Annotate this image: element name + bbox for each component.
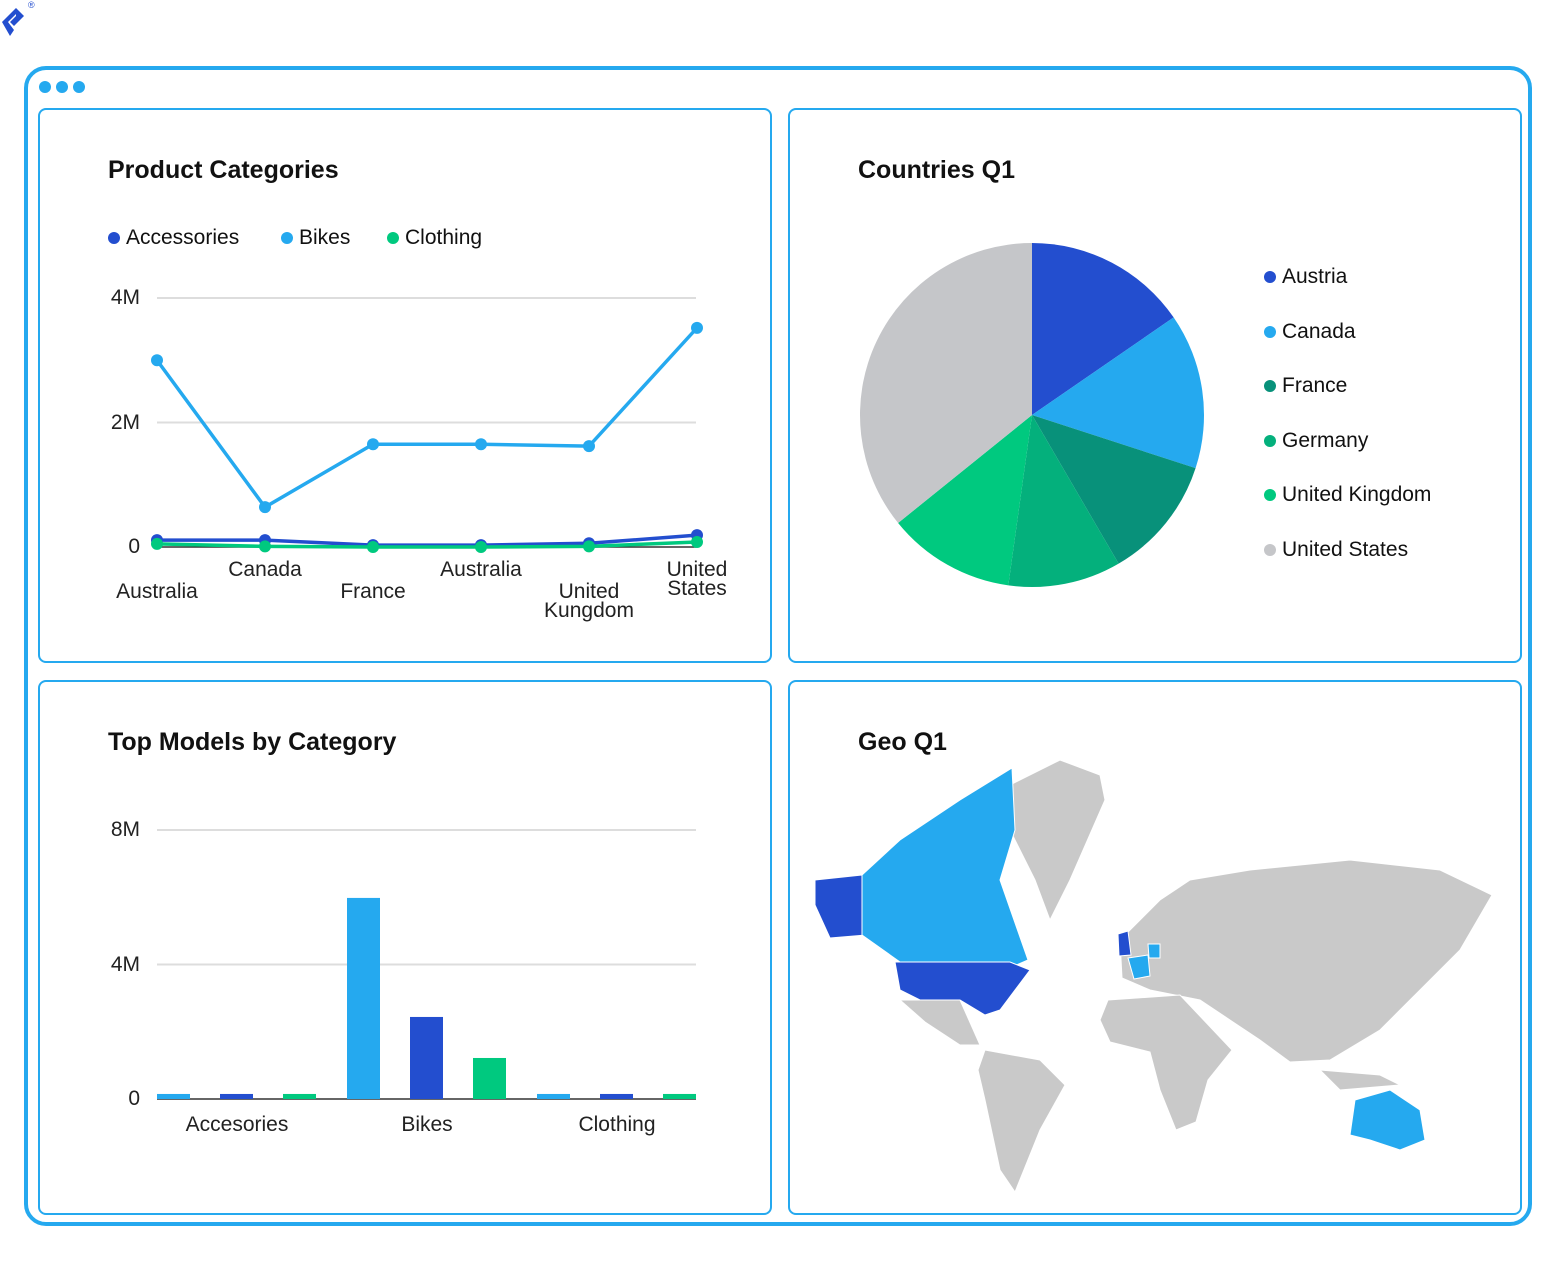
map-australia [1349, 1089, 1426, 1151]
y-tick-label: 8M [110, 818, 140, 841]
map-united-states [894, 961, 1031, 1016]
map-france [1127, 954, 1151, 980]
y-tick-label: 0 [128, 535, 140, 558]
data-point [691, 536, 703, 549]
legend-dot [1264, 544, 1276, 556]
data-point [151, 537, 163, 550]
pie-slice [1032, 415, 1196, 564]
y-tick-label: 2M [110, 410, 140, 434]
line-chart-title: Product Categories [108, 156, 339, 184]
pie-chart-title: Countries Q1 [858, 156, 1015, 184]
data-point [475, 541, 487, 553]
x-tick-label: United Kungdom [544, 580, 634, 622]
legend-item: Accessories [108, 226, 239, 250]
geo-title: Geo Q1 [858, 728, 947, 756]
x-tick-label: Australia [116, 580, 198, 603]
map-eurasia [1119, 859, 1493, 1063]
legend-dot [1264, 380, 1276, 393]
legend-item: Austria [1264, 265, 1347, 289]
data-point [367, 438, 379, 451]
data-point [151, 354, 163, 367]
map-africa [1099, 994, 1233, 1131]
bar [283, 1093, 316, 1099]
legend-item: Clothing [387, 226, 482, 250]
legend-item: United States [1264, 538, 1408, 562]
legend-dot [281, 232, 293, 244]
x-tick-label: Accesories [185, 1113, 289, 1136]
window-dot [39, 81, 51, 93]
window-dot [56, 81, 68, 93]
map-indonesia [1318, 1069, 1402, 1091]
y-tick-label: 4M [110, 952, 140, 976]
x-tick-label: United States [666, 558, 728, 600]
bar [663, 1093, 696, 1099]
legend-label: Austria [1282, 265, 1348, 288]
y-tick-label: 0 [128, 1087, 140, 1110]
data-point [259, 540, 271, 553]
legend-dot [108, 232, 120, 244]
bar [600, 1093, 633, 1099]
window-dot [73, 81, 85, 93]
legend-dot [1264, 489, 1276, 502]
legend-label: United Kingdom [1282, 483, 1432, 507]
bar [473, 1057, 506, 1099]
line-series-accessories [157, 533, 698, 547]
bar-chart-title: Top Models by Category [108, 728, 397, 756]
map-alaska [814, 874, 867, 939]
data-point [691, 321, 703, 334]
svg-text:®: ® [28, 0, 35, 10]
legend-dot [1264, 434, 1276, 447]
map-south-america [977, 1049, 1066, 1194]
map-germany [1147, 943, 1161, 959]
pie-slice [898, 415, 1032, 586]
data-point [583, 440, 595, 453]
legend-item: United Kingdom [1264, 483, 1431, 507]
legend-item: Germany [1264, 429, 1368, 453]
legend-label: United States [1282, 538, 1409, 561]
product-categories-panel [38, 108, 772, 663]
y-tick-label: 4M [110, 286, 140, 309]
bar [157, 1093, 190, 1099]
top-models-panel [38, 680, 772, 1215]
x-tick-label: Clothing [578, 1113, 656, 1136]
toptal-logo: ® [2, 0, 35, 36]
line-series-clothing [156, 540, 698, 549]
map-mexico [898, 999, 981, 1046]
pie-slice [1008, 415, 1119, 587]
bar [537, 1093, 570, 1099]
legend-label: Bikes [299, 226, 351, 249]
legend-item: France [1264, 374, 1347, 398]
legend-label: Clothing [405, 226, 483, 249]
x-tick-label: France [340, 580, 406, 603]
legend-item: Canada [1264, 320, 1356, 344]
legend-dot [1264, 325, 1276, 338]
data-point [367, 541, 379, 553]
legend-dot [1264, 271, 1276, 283]
legend-label: Accessories [126, 226, 240, 249]
x-tick-label: Bikes [401, 1113, 453, 1136]
legend-label: Germany [1282, 428, 1369, 452]
bar [220, 1093, 253, 1099]
legend-item: Bikes [281, 226, 350, 250]
x-tick-label: Australia [440, 558, 522, 581]
bar [410, 1016, 443, 1099]
map-canada [861, 767, 1029, 973]
map-greenland [999, 759, 1106, 922]
data-point [259, 501, 271, 514]
x-tick-label: Canada [228, 558, 302, 581]
map-united-kingdom [1117, 930, 1132, 957]
line-series-bikes [155, 326, 699, 510]
data-point [475, 438, 487, 451]
pie-slice [860, 243, 1032, 523]
legend-dot [387, 232, 399, 244]
legend-label: Canada [1282, 319, 1356, 343]
pie-slice [1032, 243, 1174, 415]
data-point [583, 540, 595, 553]
window-frame [24, 66, 1532, 1226]
pie-slice [1032, 317, 1204, 469]
bar [347, 897, 380, 1099]
legend-label: France [1282, 374, 1348, 398]
